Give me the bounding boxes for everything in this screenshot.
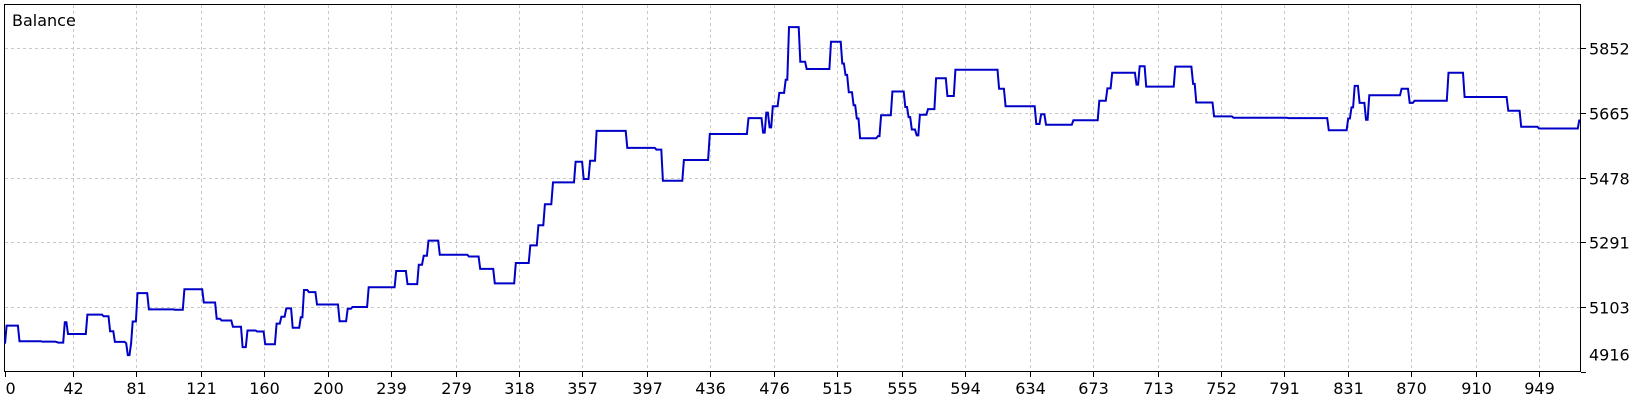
x-tick-label: 634 <box>1015 379 1046 398</box>
x-tick-label: 870 <box>1396 379 1427 398</box>
x-tick-label: 713 <box>1143 379 1174 398</box>
series-line-balance <box>4 26 1581 357</box>
x-tick-label: 831 <box>1333 379 1364 398</box>
y-tick-label: 5665 <box>1589 105 1630 124</box>
y-tick-label: 5291 <box>1589 234 1630 253</box>
x-tick-label: 910 <box>1461 379 1492 398</box>
x-tick-label: 357 <box>567 379 598 398</box>
grid-lines <box>5 5 1581 372</box>
x-tick-label: 791 <box>1269 379 1300 398</box>
x-tick-label: 81 <box>126 379 146 398</box>
x-tick-label: 0 <box>6 379 16 398</box>
y-axis-ticks: 4916 5103 5291 5478 5665 5852 <box>1581 40 1630 373</box>
x-tick-label: 476 <box>759 379 790 398</box>
x-tick-label: 515 <box>822 379 853 398</box>
x-axis-ticks: 0 42 81 121 160 200 239 279 318 357 397 436 476 515 55… <box>5 372 1555 398</box>
y-tick-label: 5103 <box>1589 299 1630 318</box>
x-tick-label: 594 <box>950 379 981 398</box>
x-tick-label: 160 <box>249 379 280 398</box>
x-tick-label: 555 <box>887 379 918 398</box>
x-tick-label: 318 <box>504 379 535 398</box>
x-tick-label: 397 <box>632 379 663 398</box>
y-tick-label: 5478 <box>1589 170 1630 189</box>
x-tick-label: 42 <box>63 379 83 398</box>
x-tick-label: 279 <box>441 379 472 398</box>
chart-title: Balance <box>12 11 76 30</box>
x-tick-label: 200 <box>313 379 344 398</box>
x-tick-label: 436 <box>695 379 726 398</box>
x-tick-label: 949 <box>1524 379 1555 398</box>
y-tick-label: 5852 <box>1589 40 1630 59</box>
x-tick-label: 673 <box>1078 379 1109 398</box>
plot-frame <box>4 4 1581 372</box>
x-tick-label: 121 <box>186 379 217 398</box>
x-tick-label: 239 <box>376 379 407 398</box>
y-tick-label: 4916 <box>1589 346 1630 365</box>
x-tick-label: 752 <box>1206 379 1237 398</box>
